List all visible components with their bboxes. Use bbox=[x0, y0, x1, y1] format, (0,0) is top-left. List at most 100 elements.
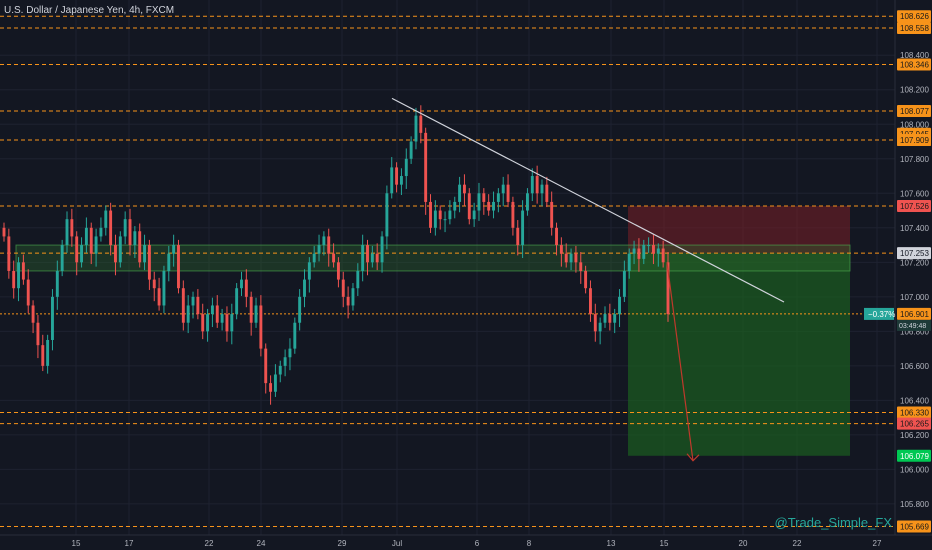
candle-body bbox=[346, 296, 350, 306]
candle-body bbox=[177, 245, 180, 289]
candle-body bbox=[608, 314, 612, 323]
candle-body bbox=[210, 305, 214, 315]
candle-body bbox=[666, 262, 670, 315]
candle-body bbox=[661, 248, 665, 263]
candle-body bbox=[327, 236, 331, 254]
target-price-badge-label: 106.079 bbox=[900, 452, 929, 461]
candle-body bbox=[652, 245, 655, 254]
x-tick-label: 24 bbox=[257, 539, 266, 548]
current-price-badge-label: 106.901 bbox=[900, 310, 929, 319]
candle-body bbox=[75, 236, 79, 263]
candle-body bbox=[370, 253, 374, 263]
candle-body bbox=[501, 184, 505, 194]
candle-body bbox=[283, 357, 287, 366]
candle-body bbox=[603, 314, 607, 323]
candle-body bbox=[525, 193, 529, 211]
candle-body bbox=[511, 201, 515, 228]
candle-body bbox=[17, 262, 20, 289]
level-badge-label: 106.330 bbox=[900, 408, 929, 417]
y-tick-label: 107.800 bbox=[900, 155, 929, 164]
x-tick-label: 22 bbox=[793, 539, 802, 548]
candle-body bbox=[467, 193, 471, 220]
level-badge-bg bbox=[897, 406, 931, 419]
candle-body bbox=[269, 383, 273, 392]
candle-body bbox=[235, 288, 239, 315]
candle-body bbox=[390, 167, 394, 194]
candle-body bbox=[26, 279, 30, 306]
level-badge-label: 106.265 bbox=[900, 420, 929, 429]
candle-body bbox=[550, 201, 554, 228]
entry-price-badge-label: 107.253 bbox=[900, 249, 929, 258]
candle-body bbox=[147, 245, 151, 280]
level-badge-label: 107.526 bbox=[900, 202, 929, 211]
candle-body bbox=[540, 184, 544, 194]
candle-body bbox=[244, 279, 248, 297]
x-tick-label: 20 bbox=[739, 539, 748, 548]
drawings bbox=[391, 97, 785, 462]
y-tick-label: 108.200 bbox=[900, 86, 929, 95]
candle-body bbox=[312, 253, 316, 263]
x-tick-label: 27 bbox=[873, 539, 882, 548]
candle-body bbox=[278, 365, 282, 375]
candle-body bbox=[317, 245, 321, 254]
candle-body bbox=[181, 288, 185, 323]
time-axis[interactable]: 15 17 22 24 29 Jul 6 8 13 15 20 22 27 bbox=[72, 539, 882, 548]
candle-body bbox=[114, 245, 117, 263]
candle-body bbox=[332, 253, 336, 263]
y-tick-label: 107.200 bbox=[900, 258, 929, 267]
candle-body bbox=[31, 305, 35, 323]
candle-body bbox=[385, 193, 389, 237]
candle-body bbox=[60, 245, 64, 271]
candle-body bbox=[516, 227, 520, 246]
level-badge-bg bbox=[897, 10, 931, 23]
candles bbox=[2, 105, 670, 405]
candle-body bbox=[622, 270, 626, 297]
watermark: @Trade_Simple_FX bbox=[774, 515, 892, 530]
candle-body bbox=[530, 176, 534, 194]
y-tick-label: 106.200 bbox=[900, 431, 929, 440]
candle-body bbox=[254, 305, 258, 323]
target-price-badge-bg bbox=[897, 449, 931, 462]
price-change-bg bbox=[864, 307, 894, 320]
candle-body bbox=[642, 245, 646, 259]
candle-body bbox=[240, 279, 243, 289]
trade-zones bbox=[15, 206, 851, 456]
candle-body bbox=[496, 193, 500, 202]
candle-body bbox=[564, 253, 568, 263]
candle-body bbox=[118, 236, 122, 263]
candle-body bbox=[89, 227, 93, 254]
candle-body bbox=[128, 219, 132, 246]
candle-body bbox=[138, 231, 142, 263]
candle-body bbox=[632, 248, 636, 254]
candle-body bbox=[336, 262, 340, 280]
candle-body bbox=[414, 115, 418, 142]
candle-body bbox=[593, 314, 597, 332]
candle-body bbox=[356, 270, 360, 289]
candle-body bbox=[55, 270, 59, 297]
candle-body bbox=[196, 296, 200, 315]
level-badge-bg bbox=[897, 133, 931, 146]
x-tick-label: 6 bbox=[475, 539, 480, 548]
y-tick-label: 105.800 bbox=[900, 500, 929, 509]
candle-body bbox=[99, 227, 103, 237]
candle-body bbox=[172, 245, 176, 254]
level-badge-bg bbox=[897, 417, 931, 430]
candle-body bbox=[506, 184, 510, 202]
candle-body bbox=[167, 253, 171, 271]
candle-body bbox=[656, 248, 660, 254]
candle-body bbox=[448, 210, 452, 220]
candle-body bbox=[579, 262, 583, 271]
candle-body bbox=[647, 245, 651, 247]
candle-body bbox=[273, 374, 277, 392]
candle-body bbox=[225, 314, 229, 332]
candle-body bbox=[104, 210, 108, 228]
price-axis[interactable]: 108.400 108.200 108.000 107.800 107.600 107.4… bbox=[900, 51, 929, 509]
candle-body bbox=[395, 167, 399, 185]
level-badge-label: 108.077 bbox=[900, 107, 929, 116]
candle-body bbox=[249, 296, 253, 323]
candle-body bbox=[380, 236, 384, 263]
candle-body bbox=[109, 210, 113, 246]
candle-body bbox=[206, 314, 210, 332]
level-badge-bg bbox=[897, 200, 931, 213]
